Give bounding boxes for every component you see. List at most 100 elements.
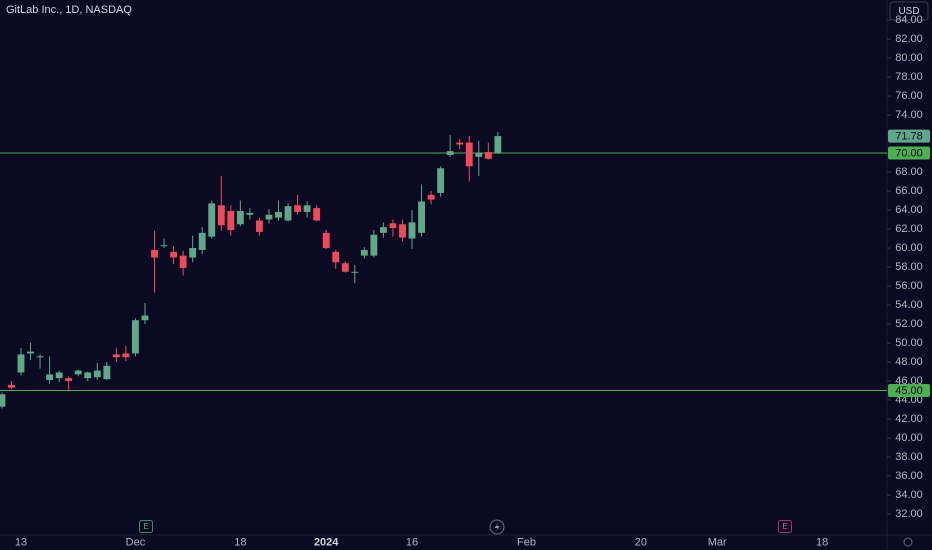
dividend-bolt <box>494 522 500 532</box>
earnings-letter-future: E <box>782 522 787 531</box>
candle-body <box>132 320 139 354</box>
candle-body <box>284 206 292 221</box>
candle-body <box>379 227 387 233</box>
candle-body <box>494 136 502 154</box>
y-tick-label: 50.00 <box>895 337 923 349</box>
candle-body <box>332 251 340 263</box>
plot <box>0 19 891 515</box>
y-tick-label: 38.00 <box>895 451 923 463</box>
y-tick-label: 58.00 <box>895 261 923 273</box>
candle-body <box>294 205 302 212</box>
candle-body <box>360 249 368 256</box>
x-tick-label: Feb <box>517 536 536 548</box>
dividend-icon[interactable] <box>489 519 505 535</box>
candle-body <box>217 205 225 226</box>
candle-body <box>27 351 34 354</box>
x-tick-label: 2024 <box>314 536 339 548</box>
y-tick-label: 42.00 <box>895 413 923 425</box>
candle-body <box>103 365 111 380</box>
candle-body <box>198 232 206 250</box>
currency-label: USD <box>898 6 919 17</box>
level-tag <box>888 146 930 160</box>
y-tick-label: 74.00 <box>895 109 923 121</box>
candle-body <box>255 220 263 232</box>
candle-body <box>408 222 416 239</box>
y-tick-label: 56.00 <box>895 280 923 292</box>
last-price-tag <box>888 129 930 143</box>
candle-body <box>8 384 15 388</box>
candle-body <box>36 356 44 358</box>
candle-body <box>389 223 397 229</box>
x-tick-label: Dec <box>126 536 146 548</box>
candle-body <box>399 224 406 238</box>
settings-icon[interactable] <box>903 537 913 547</box>
x-tick-label: 18 <box>816 536 828 548</box>
candle-body <box>465 142 473 167</box>
candle-body <box>313 208 321 221</box>
candle-body <box>74 370 82 375</box>
candle-body <box>112 354 120 358</box>
candle-body <box>475 153 483 157</box>
candle-body <box>246 212 254 215</box>
candle-body <box>84 372 92 379</box>
x-tick-label: 16 <box>406 536 418 548</box>
y-tick-label: 52.00 <box>895 318 923 330</box>
candle-body <box>484 152 492 159</box>
y-tick-label: 78.00 <box>895 71 923 83</box>
candle-body <box>208 203 216 237</box>
candle-body <box>265 214 273 220</box>
candle-body <box>179 255 187 268</box>
candle-body <box>437 168 445 193</box>
y-tick-label: 60.00 <box>895 242 923 254</box>
x-tick-label: 20 <box>635 536 647 548</box>
x-tick-label: 13 <box>15 536 27 548</box>
candle-body <box>65 378 73 382</box>
earnings-letter: E <box>143 522 148 531</box>
y-tick-label: 66.00 <box>895 185 923 197</box>
candle-body <box>370 234 378 256</box>
candle-body <box>418 201 425 233</box>
currency-box[interactable] <box>889 1 929 21</box>
x-tick-label: Mar <box>708 536 727 548</box>
chart-title: GitLab Inc., 1D, NASDAQ <box>6 4 132 16</box>
y-tick-label: 34.00 <box>895 489 923 501</box>
last-price-label: 71.78 <box>895 131 923 143</box>
y-tick-label: 64.00 <box>895 204 923 216</box>
candle-body <box>341 263 349 272</box>
candle-body <box>170 251 178 258</box>
candle-body <box>55 372 63 379</box>
level-tag-label: 70.00 <box>895 147 923 159</box>
y-tick-label: 32.00 <box>895 508 923 520</box>
candle-body <box>275 211 282 218</box>
candle-body <box>189 248 197 258</box>
candle-body <box>303 205 311 212</box>
y-tick-label: 80.00 <box>895 52 923 64</box>
candle-body <box>456 142 464 145</box>
y-tick-label: 76.00 <box>895 90 923 102</box>
level-tag <box>888 384 930 398</box>
y-tick-label: 82.00 <box>895 33 923 45</box>
candle-body <box>151 249 158 258</box>
candle-body <box>0 394 6 407</box>
level-tag-label: 45.00 <box>895 385 923 397</box>
y-tick-label: 54.00 <box>895 299 923 311</box>
candle-body <box>93 370 101 378</box>
y-tick-label: 46.00 <box>895 375 923 387</box>
candle-body <box>141 315 149 321</box>
y-tick-label: 68.00 <box>895 166 923 178</box>
candle-body <box>227 210 235 230</box>
earnings-icon[interactable] <box>139 520 153 533</box>
y-tick-label: 62.00 <box>895 223 923 235</box>
y-tick-label: 40.00 <box>895 432 923 444</box>
y-tick-label: 36.00 <box>895 470 923 482</box>
candle-body <box>17 354 25 373</box>
candle-body <box>322 232 330 249</box>
candle-body <box>122 353 130 358</box>
earnings-icon-future[interactable] <box>778 520 792 533</box>
candle-body <box>446 151 454 155</box>
x-tick-label: 18 <box>234 536 246 548</box>
candle-body <box>351 271 359 273</box>
